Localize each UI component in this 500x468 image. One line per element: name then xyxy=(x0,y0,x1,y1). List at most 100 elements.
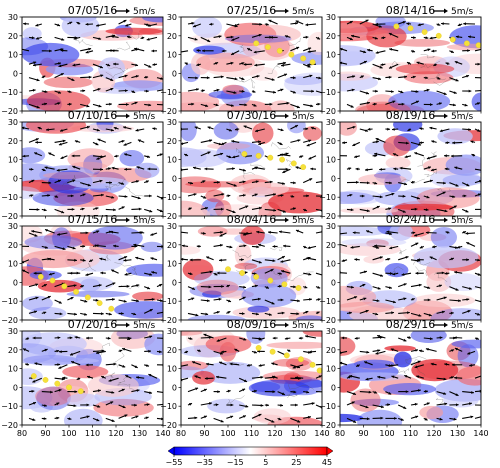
anomaly-blob xyxy=(266,341,322,349)
wind-arrowhead xyxy=(341,336,345,340)
wind-arrowhead xyxy=(291,194,295,198)
anomaly-blob xyxy=(350,388,381,412)
anomaly-blob xyxy=(192,371,216,385)
anomaly-blob xyxy=(43,76,93,89)
wind-arrowhead xyxy=(284,337,288,340)
anomaly-field xyxy=(340,17,481,111)
wind-arrowhead xyxy=(152,63,156,66)
wind-arrowhead xyxy=(149,309,153,312)
wind-arrowhead xyxy=(111,166,115,170)
wind-arrowhead xyxy=(242,415,246,418)
wind-arrowhead xyxy=(244,379,247,382)
wind-arrowhead xyxy=(145,75,149,79)
wind-arrowhead xyxy=(148,65,152,68)
wind-arrowhead xyxy=(127,337,131,340)
wind-arrowhead xyxy=(466,298,470,301)
wind-arrowhead xyxy=(455,246,458,249)
wind-arrowhead xyxy=(56,168,60,172)
wind-arrowhead xyxy=(97,404,101,408)
wind-arrowhead xyxy=(279,142,283,145)
wind-arrowhead xyxy=(427,48,431,52)
wind-arrow xyxy=(156,181,163,184)
track-point xyxy=(269,348,276,355)
wind-arrowhead xyxy=(308,139,312,143)
wind-arrowhead xyxy=(450,376,454,379)
wind-arrowhead xyxy=(245,205,249,209)
coastline xyxy=(270,246,283,252)
wind-arrowhead xyxy=(189,272,193,276)
y-tick-label: 0 xyxy=(13,69,18,78)
wind-arrowhead xyxy=(71,78,75,81)
wind-arrowhead xyxy=(394,417,397,420)
track-point xyxy=(66,384,72,391)
wind-arrowhead xyxy=(32,336,36,340)
wind-arrowhead xyxy=(220,243,223,247)
wind-arrowhead xyxy=(283,61,286,65)
wind-arrowhead xyxy=(108,379,112,382)
anomaly-blob xyxy=(192,17,222,38)
wind-arrowhead xyxy=(307,64,311,68)
wind-arrowhead xyxy=(463,194,467,198)
wind-arrowhead xyxy=(125,89,128,93)
wind-arrowhead xyxy=(97,138,101,142)
wind-arrowhead xyxy=(431,49,435,53)
wind-arrowhead xyxy=(475,337,479,340)
wind-arrowhead xyxy=(160,196,163,200)
anomaly-blob xyxy=(249,67,278,81)
wind-vectors xyxy=(340,126,481,213)
x-tick-label: 110 xyxy=(403,429,418,438)
wind-arrowhead xyxy=(272,245,276,248)
wind-arrowhead xyxy=(47,295,51,299)
wind-arrow xyxy=(474,286,481,289)
wind-arrowhead xyxy=(254,63,258,67)
wind-arrowhead xyxy=(146,89,149,93)
wind-arrowhead xyxy=(165,104,168,107)
wind-arrowhead xyxy=(471,391,474,394)
wind-arrowhead xyxy=(466,183,470,187)
wind-arrowhead xyxy=(99,179,103,183)
reference-label: 5m/s xyxy=(292,321,315,331)
track-point xyxy=(84,294,91,301)
wind-arrowhead xyxy=(477,62,481,66)
wind-arrowhead xyxy=(85,231,89,235)
wind-arrowhead xyxy=(450,311,454,315)
y-tick-label: −20 xyxy=(319,421,336,430)
wind-arrowhead xyxy=(477,102,480,105)
wind-arrowhead xyxy=(418,143,422,146)
wind-arrowhead xyxy=(374,390,377,394)
wind-arrowhead xyxy=(69,336,73,340)
wind-arrowhead xyxy=(234,77,238,81)
anomaly-blob xyxy=(142,17,163,23)
wind-arrowhead xyxy=(292,90,296,94)
anomaly-field xyxy=(340,122,481,216)
wind-arrowhead xyxy=(426,156,430,160)
track-point xyxy=(281,281,288,288)
wind-arrowhead xyxy=(218,35,222,38)
anomaly-blob xyxy=(88,226,143,250)
wind-arrowhead xyxy=(412,75,416,79)
wind-arrowhead xyxy=(82,244,86,248)
wind-arrowhead xyxy=(101,376,105,379)
wind-arrowhead xyxy=(195,313,199,317)
wind-arrowhead xyxy=(48,152,52,156)
reference-label: 5m/s xyxy=(451,112,474,122)
wind-arrow xyxy=(156,337,163,339)
wind-arrow xyxy=(474,299,481,303)
wind-arrowhead xyxy=(23,22,26,26)
wind-arrowhead xyxy=(351,401,355,405)
wind-arrowhead xyxy=(209,22,213,26)
wind-arrowhead xyxy=(196,88,199,91)
wind-arrowhead xyxy=(165,311,168,314)
wind-arrowhead xyxy=(431,168,434,172)
wind-arrowhead xyxy=(365,168,368,172)
wind-arrowhead xyxy=(56,416,60,420)
wind-arrowhead xyxy=(444,167,448,171)
wind-arrowhead xyxy=(100,271,104,275)
wind-arrowhead xyxy=(403,297,407,301)
wind-arrowhead xyxy=(165,181,168,184)
wind-arrowhead xyxy=(229,362,233,366)
coastline xyxy=(406,356,427,360)
coastline xyxy=(287,37,301,46)
wind-arrowhead xyxy=(98,284,102,287)
wind-arrowhead xyxy=(147,167,151,171)
